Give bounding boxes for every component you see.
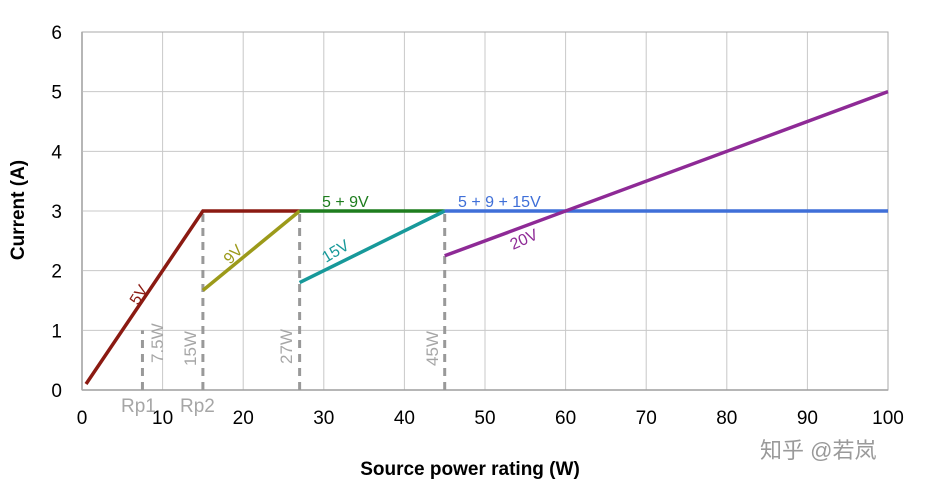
y-tick-label: 5 xyxy=(51,83,62,104)
x-tick-label: 30 xyxy=(313,408,334,429)
x-axis-label: Source power rating (W) xyxy=(360,459,580,480)
marker-label-15w: 15W xyxy=(181,331,200,366)
y-tick-label: 4 xyxy=(51,142,62,163)
x-tick-label: 50 xyxy=(474,408,495,429)
y-tick-label: 3 xyxy=(51,202,62,223)
series-label-5-9v: 5 + 9V xyxy=(322,194,369,211)
x-tick-label: 70 xyxy=(636,408,657,429)
x-tick-label: 0 xyxy=(77,408,88,429)
power-markers xyxy=(140,211,447,390)
marker-label-27w: 27W xyxy=(277,329,296,364)
y-tick-label: 6 xyxy=(51,23,62,44)
x-tick-label: 80 xyxy=(716,408,737,429)
marker-sublabel-rp2: Rp2 xyxy=(180,396,215,417)
series-label-5-9-15v: 5 + 9 + 15V xyxy=(458,194,541,211)
y-tick-label: 0 xyxy=(51,381,62,402)
series-label-15v: 15V xyxy=(319,237,352,266)
x-tick-label: 10 xyxy=(152,408,173,429)
series-line xyxy=(201,209,301,292)
marker-label-7-5w: 7.5W xyxy=(148,323,167,363)
y-tick-label: 1 xyxy=(51,321,62,342)
series-line xyxy=(444,90,889,258)
series-lines xyxy=(84,90,889,386)
x-tick-label: 100 xyxy=(872,408,904,429)
y-tick-label: 2 xyxy=(51,262,62,283)
watermark: 知乎 @若岚 xyxy=(760,438,876,463)
series-line xyxy=(84,209,300,386)
x-tick-label: 40 xyxy=(394,408,415,429)
y-axis-label: Current (A) xyxy=(8,160,29,260)
series-label-5v: 5V xyxy=(127,282,152,308)
marker-sublabel-rp1: Rp1 xyxy=(121,396,156,417)
ticks: 0 10 20 30 40 50 60 70 80 90 100 0 1 2 3 4 5 6 xyxy=(51,23,903,429)
x-tick-label: 90 xyxy=(797,408,818,429)
marker-label-45w: 45W xyxy=(423,331,442,366)
series-line xyxy=(298,209,446,285)
x-tick-label: 20 xyxy=(233,408,254,429)
x-tick-label: 60 xyxy=(555,408,576,429)
